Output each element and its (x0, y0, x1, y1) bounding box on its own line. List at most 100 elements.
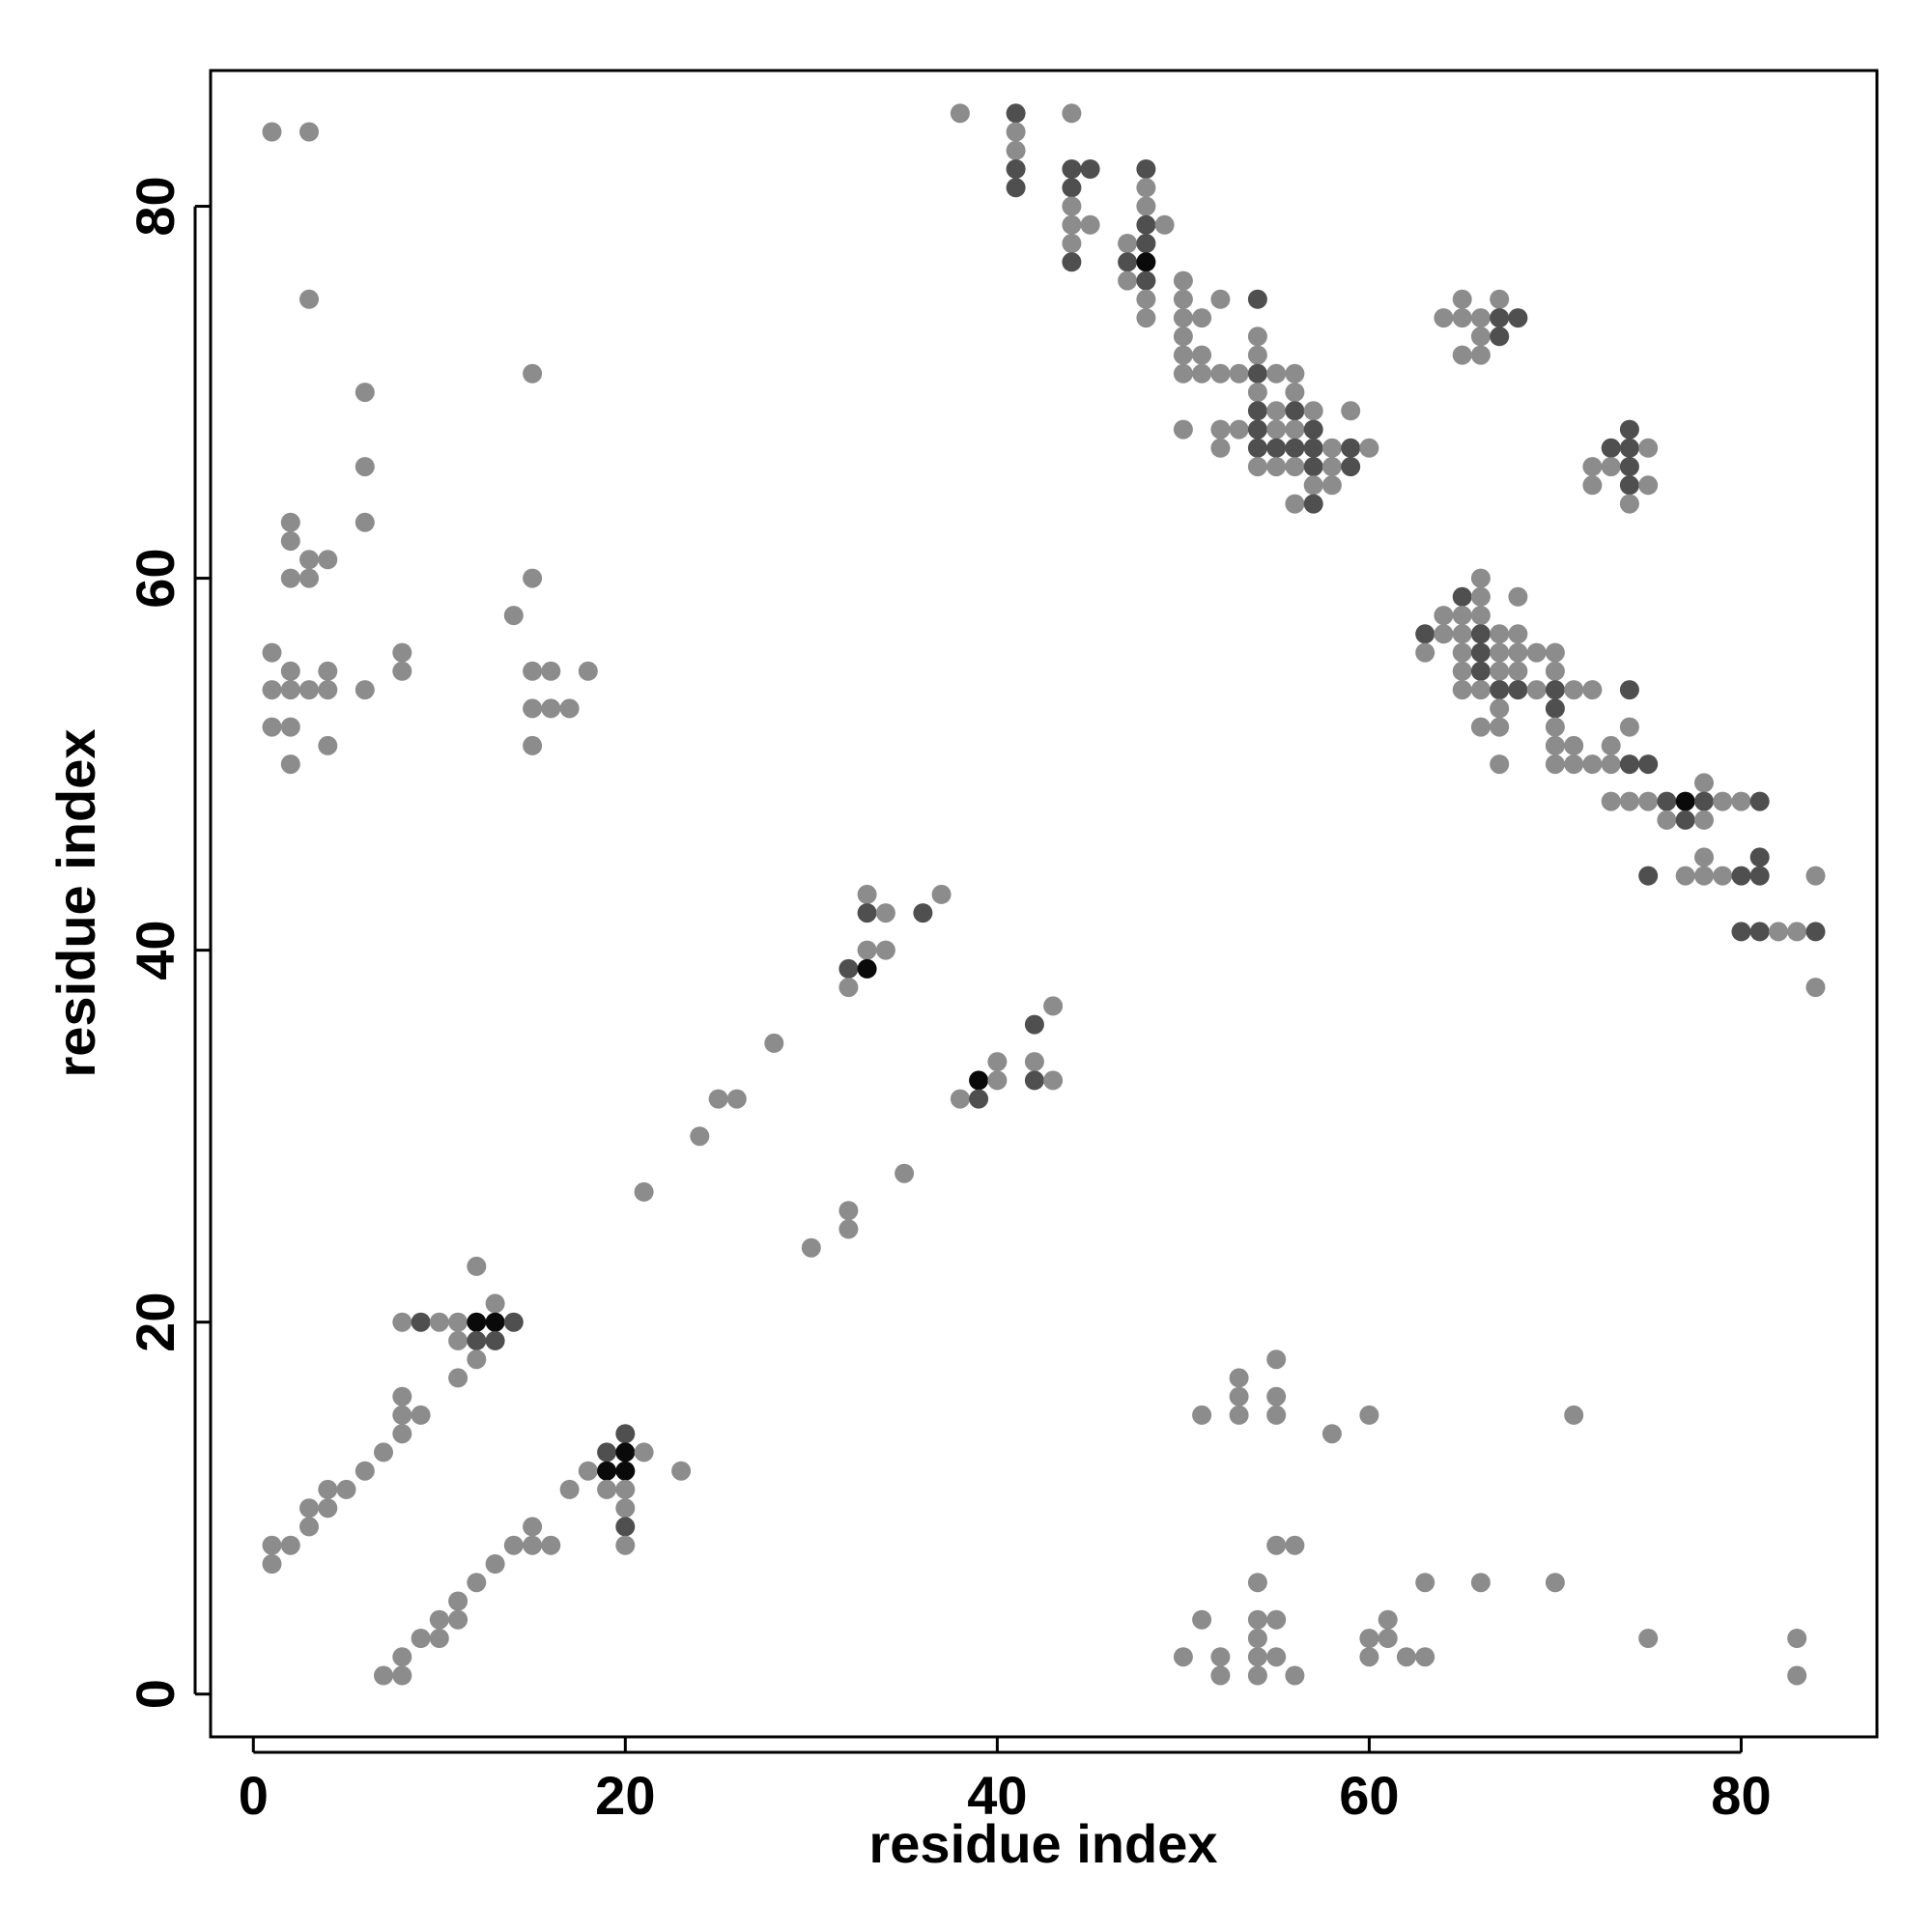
contact-point (523, 1517, 543, 1537)
x-tick-label: 20 (595, 1765, 655, 1826)
contact-point (1490, 680, 1510, 700)
contact-point (318, 550, 338, 570)
contact-point (355, 1461, 375, 1481)
contact-point (1321, 1424, 1342, 1444)
contact-point (1173, 419, 1193, 440)
contact-point (559, 1479, 580, 1499)
contact-point (1247, 289, 1267, 309)
x-tick-label: 40 (967, 1765, 1027, 1826)
contact-point (1675, 866, 1695, 886)
contact-point (1470, 606, 1491, 626)
contact-point (1490, 754, 1510, 775)
contact-point (1006, 140, 1026, 160)
contact-point (1006, 159, 1026, 179)
contact-point (1470, 1573, 1491, 1593)
contact-point (1490, 308, 1510, 328)
contact-point (392, 661, 412, 681)
contact-point (374, 1665, 393, 1686)
contact-point (1359, 1647, 1379, 1667)
contact-point (1285, 1535, 1305, 1555)
contact-point (1136, 252, 1156, 272)
contact-point (1266, 1647, 1287, 1667)
contact-point (467, 1350, 487, 1370)
contact-point (1582, 475, 1603, 496)
contact-point (392, 642, 412, 663)
contact-point (931, 884, 952, 904)
contact-point (467, 1312, 487, 1332)
contact-point (1266, 1609, 1287, 1630)
contact-point (1731, 791, 1751, 811)
contact-point (671, 1461, 692, 1481)
contact-point (1452, 624, 1472, 644)
contact-point (392, 1405, 412, 1425)
contact-point (1731, 866, 1751, 886)
contact-point (1285, 401, 1305, 421)
contact-point (392, 1424, 412, 1444)
contact-point (299, 122, 319, 142)
contact-point (1192, 1405, 1212, 1425)
contact-point (1545, 754, 1565, 775)
contact-point (503, 1535, 524, 1555)
contact-point (857, 958, 877, 979)
contact-point (969, 1089, 989, 1109)
contact-point (1154, 214, 1175, 235)
contact-point (1452, 289, 1472, 309)
contact-point (1173, 1647, 1193, 1667)
contact-point (1303, 401, 1323, 421)
contact-point (1173, 363, 1193, 384)
contact-point (1564, 680, 1584, 700)
points-layer (262, 103, 1826, 1686)
contact-point (280, 512, 300, 532)
contact-point (336, 1479, 356, 1499)
contact-point (1490, 642, 1510, 663)
contact-point (1266, 363, 1287, 384)
contact-point (1508, 642, 1528, 663)
contact-point (1210, 1665, 1231, 1686)
contact-point (1396, 1647, 1416, 1667)
contact-point (1694, 810, 1714, 830)
contact-point (615, 1424, 636, 1444)
contact-point (280, 717, 300, 737)
contact-point (1490, 327, 1510, 347)
contact-point (578, 661, 598, 681)
contact-point (1805, 922, 1826, 942)
contact-point (615, 1517, 636, 1537)
contact-point (615, 1498, 636, 1519)
contact-point (1526, 642, 1547, 663)
contact-point (1452, 345, 1472, 365)
contact-point (467, 1330, 487, 1350)
contact-point (411, 1405, 431, 1425)
contact-point (523, 698, 543, 719)
contact-point (1303, 419, 1323, 440)
y-tick-label: 20 (125, 1293, 185, 1352)
contact-point (578, 1461, 598, 1481)
contact-point (523, 568, 543, 588)
contact-point (597, 1479, 617, 1499)
contact-point (1749, 922, 1770, 942)
contact-point (1247, 1647, 1267, 1667)
contact-point (1713, 791, 1733, 811)
contact-point (1805, 866, 1826, 886)
contact-point (299, 680, 319, 700)
x-tick-label: 60 (1339, 1765, 1399, 1826)
contact-point (1731, 922, 1751, 942)
contact-point (1266, 1405, 1287, 1425)
contact-point (1694, 773, 1714, 793)
contact-point (1545, 642, 1565, 663)
contact-point (1619, 754, 1639, 775)
contact-point (1006, 103, 1026, 124)
contact-point (1229, 1405, 1249, 1425)
contact-point (1229, 1386, 1249, 1406)
contact-point (1545, 717, 1565, 737)
contact-point (1229, 363, 1249, 384)
contact-point (615, 1479, 636, 1499)
contact-point (280, 680, 300, 700)
contact-point (1173, 308, 1193, 328)
contact-point (1582, 754, 1603, 775)
contact-point (838, 958, 859, 979)
y-tick-label: 0 (125, 1679, 185, 1709)
contact-point (318, 1479, 338, 1499)
contact-point (597, 1461, 617, 1481)
contact-point (1582, 680, 1603, 700)
